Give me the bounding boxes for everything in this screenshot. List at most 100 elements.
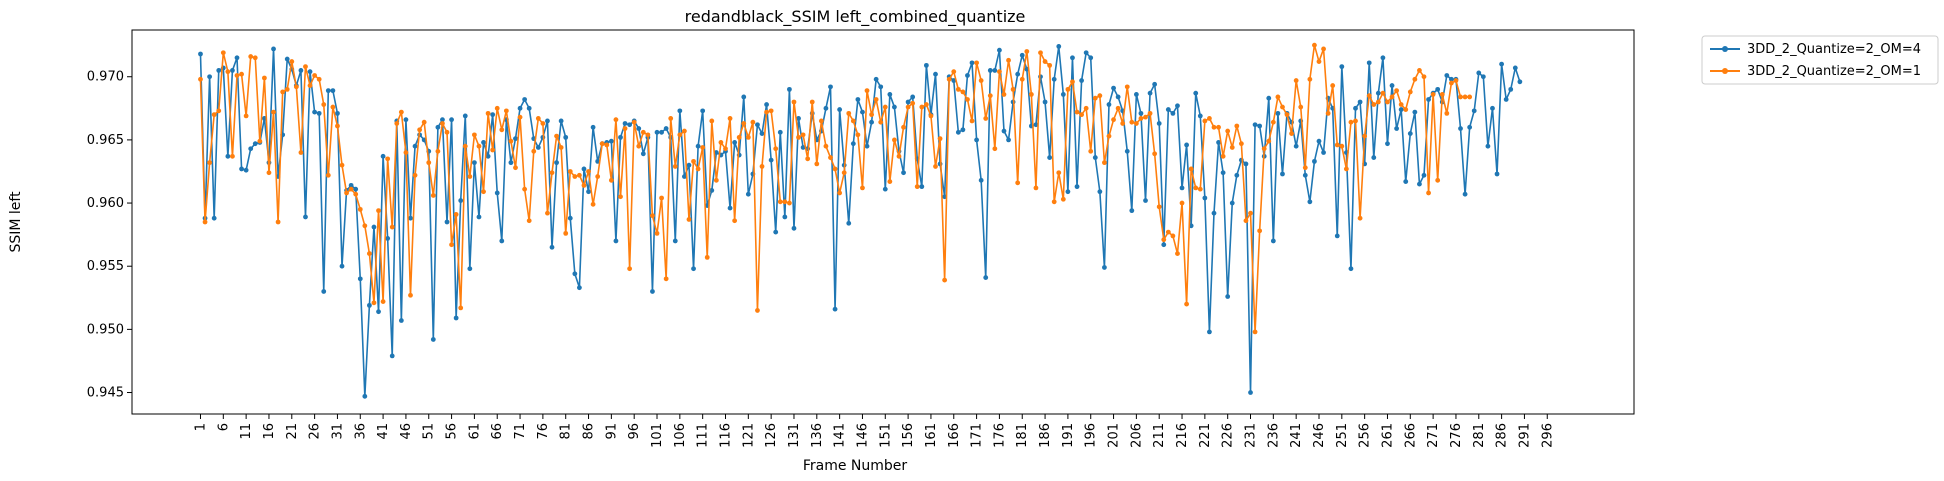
data-point <box>640 129 646 135</box>
data-point <box>376 309 381 315</box>
data-point <box>458 305 464 311</box>
data-point <box>1321 150 1326 155</box>
data-point <box>1038 50 1043 56</box>
data-point <box>974 60 979 66</box>
data-point <box>1270 238 1276 244</box>
data-point <box>992 146 998 152</box>
data-point <box>1266 138 1272 144</box>
data-point <box>1111 117 1116 123</box>
data-point <box>1325 110 1331 116</box>
data-point <box>577 172 582 178</box>
data-point <box>572 271 578 277</box>
data-point <box>1275 110 1281 116</box>
data-point <box>1435 86 1441 92</box>
data-point <box>1225 294 1231 299</box>
data-point <box>777 129 783 135</box>
data-point <box>732 218 738 224</box>
data-point <box>380 299 386 304</box>
data-point <box>1494 171 1500 177</box>
data-point <box>809 99 815 105</box>
series-2 <box>198 42 1473 335</box>
x-tick-label: 221 <box>1198 423 1213 448</box>
data-point <box>1197 186 1203 192</box>
data-point <box>362 223 368 229</box>
x-tick-label: 136 <box>810 423 825 448</box>
data-point <box>1503 97 1509 102</box>
data-point <box>462 113 468 119</box>
x-tick-label: 271 <box>1426 423 1441 448</box>
data-point <box>1289 131 1294 136</box>
data-point <box>371 224 377 230</box>
data-point <box>554 133 559 139</box>
data-point <box>864 88 870 94</box>
data-point <box>1065 189 1071 195</box>
data-point <box>362 393 368 399</box>
plot-frame <box>131 29 1635 415</box>
data-point <box>567 215 573 221</box>
chart-title: redandblack_SSIM left_combined_quantize <box>685 7 1026 27</box>
data-point <box>1202 118 1208 124</box>
data-point <box>481 189 486 195</box>
data-point <box>467 266 473 272</box>
data-point <box>1448 80 1454 86</box>
data-point <box>1371 155 1377 160</box>
data-point <box>887 179 893 184</box>
x-tick-label: 161 <box>924 423 939 448</box>
data-point <box>723 146 728 152</box>
data-point <box>357 206 363 212</box>
data-point <box>855 132 861 138</box>
data-point <box>741 121 747 126</box>
data-point <box>745 191 751 197</box>
x-tick-label: 91 <box>604 423 619 440</box>
data-point <box>1362 133 1368 139</box>
data-point <box>654 129 660 135</box>
legend-label-om4: 3DD_2_Quantize=2_OM=4 <box>1747 42 1921 57</box>
data-point <box>1444 110 1450 116</box>
data-point <box>1348 266 1354 272</box>
data-point <box>1302 165 1308 171</box>
data-point <box>828 84 833 90</box>
x-tick-label: 246 <box>1312 423 1327 448</box>
data-point <box>1138 110 1144 116</box>
data-point <box>796 134 801 140</box>
data-point <box>435 124 441 130</box>
data-point <box>700 145 706 150</box>
data-point <box>440 117 445 123</box>
data-point <box>211 112 217 118</box>
data-point <box>682 128 687 134</box>
data-point <box>1499 61 1504 67</box>
data-point <box>1133 121 1139 126</box>
data-point <box>1366 93 1372 99</box>
data-point <box>663 126 669 131</box>
data-point <box>449 242 454 248</box>
data-point <box>1293 143 1299 149</box>
data-point <box>1380 55 1386 61</box>
data-point <box>1508 86 1514 92</box>
data-point <box>750 119 756 125</box>
data-point <box>316 76 322 82</box>
data-point <box>1439 92 1445 97</box>
data-point <box>1330 83 1336 88</box>
data-point <box>1147 110 1153 116</box>
data-point <box>503 108 509 114</box>
data-point <box>759 131 765 136</box>
data-point <box>1001 92 1007 97</box>
data-point <box>1060 92 1066 97</box>
plot-area: 1 6 11 16 21 26 31 36 41 46 51 56 61 66 71 76 81 86 91 96 10… <box>87 29 1635 448</box>
data-point <box>951 69 957 75</box>
data-point <box>1124 84 1130 90</box>
x-tick-label: 281 <box>1472 423 1487 448</box>
data-point <box>1056 170 1062 176</box>
data-point <box>526 105 532 111</box>
data-point <box>960 89 966 95</box>
data-point <box>1417 181 1422 187</box>
data-point <box>1412 109 1418 115</box>
data-point <box>627 266 633 272</box>
data-point <box>892 104 897 110</box>
data-point <box>1444 73 1450 78</box>
data-point <box>965 73 970 78</box>
data-point <box>946 76 952 82</box>
data-point <box>353 191 359 197</box>
data-point <box>325 172 331 178</box>
